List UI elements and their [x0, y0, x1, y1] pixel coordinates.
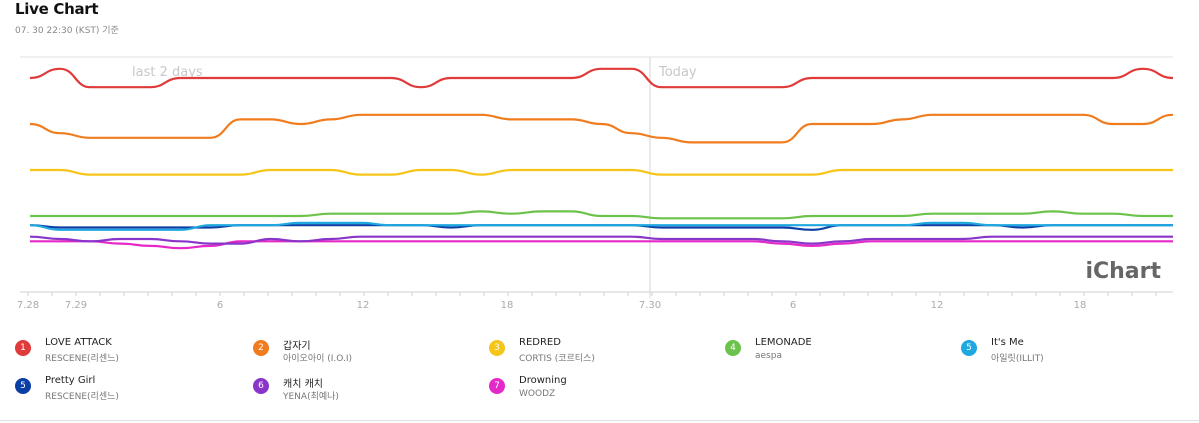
- legend-artist: YENA(최예나): [283, 392, 339, 402]
- chart-timestamp: 07. 30 22:30 (KST) 기준: [15, 26, 119, 36]
- series-line: [29, 221, 1173, 231]
- legend-song-title: It's Me: [991, 337, 1024, 348]
- legend-song-title: 갑자기: [283, 341, 311, 352]
- legend-artist: 아일릿(ILLIT): [991, 354, 1044, 364]
- legend-song-title: 캐치 캐치: [283, 379, 323, 390]
- legend-item: 1 LOVE ATTACK RESCENE(리센느): [15, 337, 235, 371]
- x-tick-label: 12: [931, 300, 944, 311]
- bottom-divider: [0, 420, 1199, 421]
- rank-badge: 1: [15, 340, 31, 356]
- rank-badge: 5: [961, 340, 977, 356]
- rank-badge: 6: [253, 378, 269, 394]
- x-tick-label: 7.28: [17, 300, 39, 311]
- x-tick-label: 7.30: [639, 300, 661, 311]
- series-line: [30, 168, 1173, 176]
- x-tick-label: 7.29: [65, 300, 87, 311]
- today-label: Today: [658, 65, 697, 80]
- series-line: [30, 240, 1173, 250]
- x-tick-label: 6: [790, 300, 796, 311]
- x-tick-label: 18: [1074, 300, 1087, 311]
- series-line: [29, 67, 1174, 89]
- legend-song-title: LEMONADE: [755, 337, 812, 348]
- series-line: [29, 210, 1173, 220]
- chart-title: Live Chart: [15, 0, 99, 18]
- rank-badge: 4: [725, 340, 741, 356]
- legend-song-title: Drowning: [519, 375, 567, 386]
- x-tick-label: 12: [357, 300, 370, 311]
- series-line: [29, 235, 1173, 245]
- x-tick-label: 18: [501, 300, 514, 311]
- legend-song-title: REDRED: [519, 337, 561, 348]
- rank-badge: 7: [489, 378, 505, 394]
- x-tick-label: 6: [217, 300, 223, 311]
- legend-item: 6 캐치 캐치 YENA(최예나): [253, 375, 473, 409]
- legend-item: 5 It's Me 아일릿(ILLIT): [961, 337, 1181, 371]
- legend-song-title: Pretty Girl: [45, 375, 96, 386]
- ichart-watermark: iChart: [1085, 259, 1161, 284]
- legend-artist: CORTIS (코르티스): [519, 354, 595, 364]
- legend-artist: RESCENE(리센느): [45, 392, 119, 402]
- rank-badge: 3: [489, 340, 505, 356]
- last-2-days-label: last 2 days: [132, 65, 203, 80]
- legend-artist: aespa: [755, 351, 782, 361]
- legend-item: 3 REDRED CORTIS (코르티스): [489, 337, 709, 371]
- series-line: [29, 113, 1174, 144]
- legend-artist: RESCENE(리센느): [45, 354, 119, 364]
- legend-song-title: LOVE ATTACK: [45, 337, 112, 348]
- live-chart-plot: 7.28 7.29 6 12 18 7.30 6 12 18 last 2 days Today iC…: [17, 56, 1174, 311]
- legend-item: 4 LEMONADE aespa: [725, 337, 945, 371]
- rank-badge: 2: [253, 340, 269, 356]
- legend-item: 5 Pretty Girl RESCENE(리센느): [15, 375, 235, 409]
- legend-item: 7 Drowning WOODZ: [489, 375, 709, 409]
- legend-artist: WOODZ: [519, 389, 556, 399]
- rank-badge: 5: [15, 378, 31, 394]
- legend-artist: 아이오아이 (I.O.I): [283, 354, 353, 364]
